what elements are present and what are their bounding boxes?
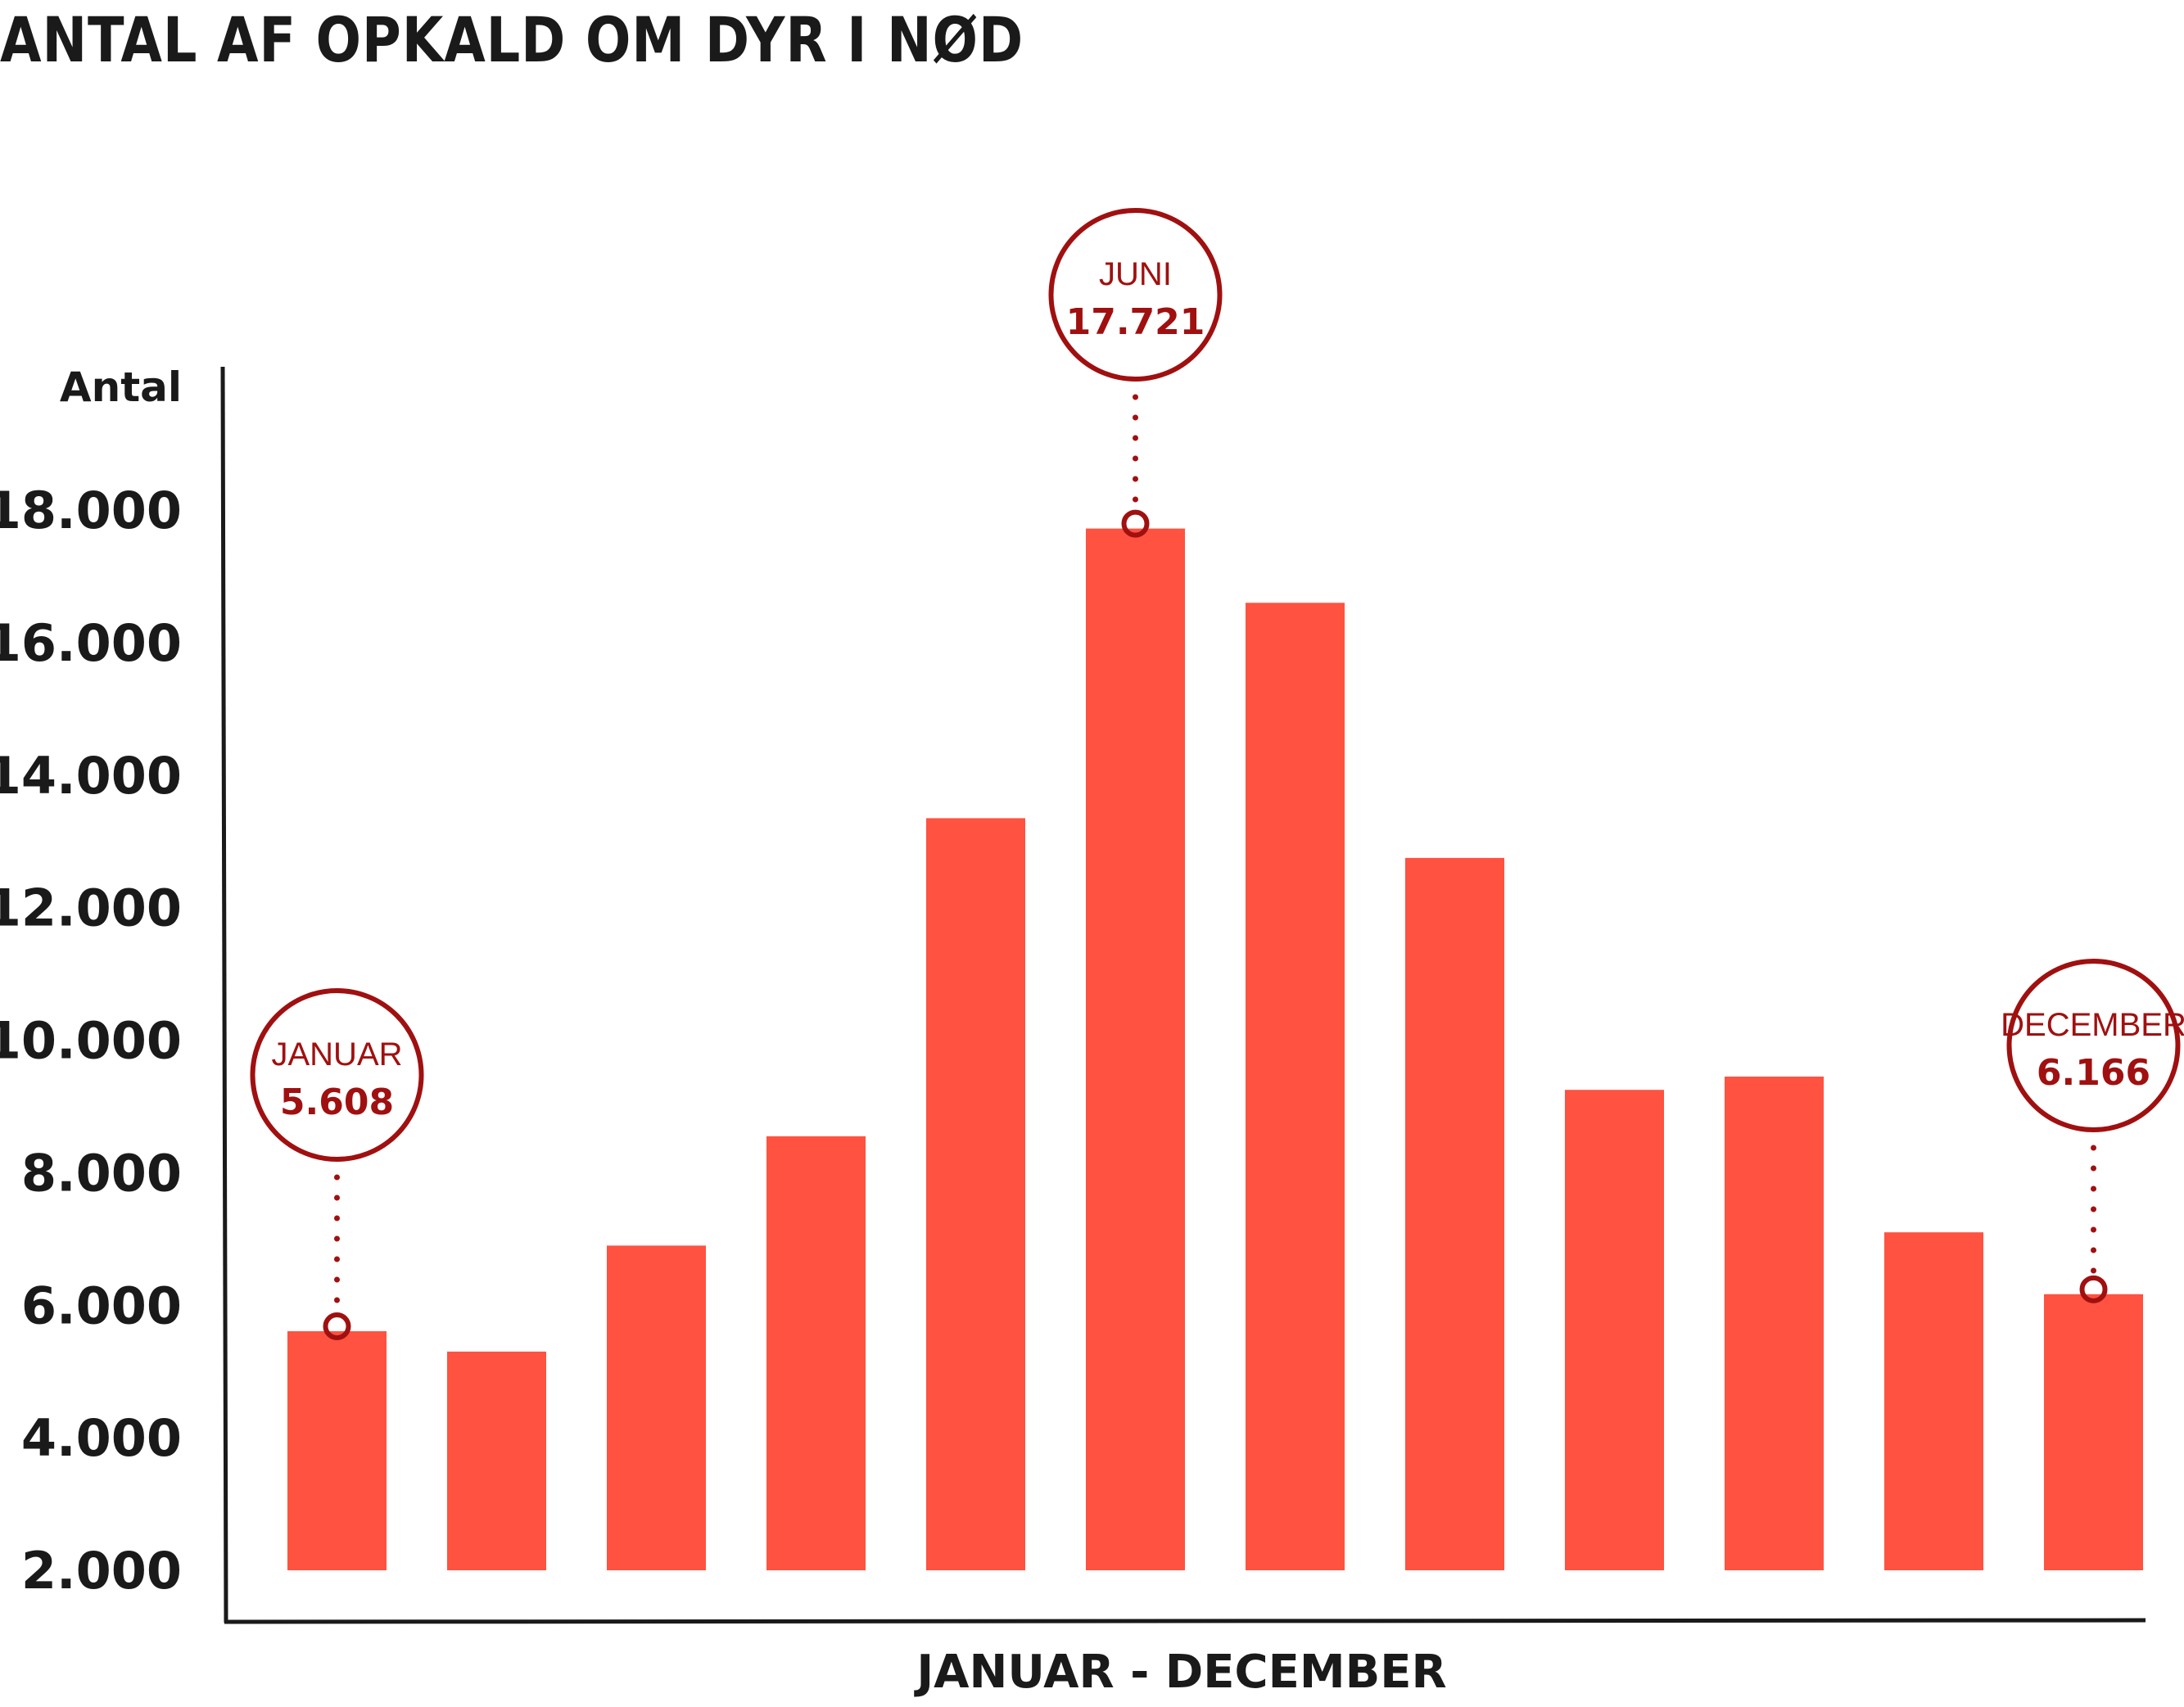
bar-juli bbox=[1246, 603, 1345, 1570]
y-tick-label: 2.000 bbox=[21, 1541, 182, 1601]
x-axis-label: JANUAR - DECEMBER bbox=[913, 1646, 1446, 1699]
bar-oktober bbox=[1725, 1077, 1824, 1570]
y-axis-line bbox=[220, 366, 228, 1623]
bar-januar bbox=[287, 1331, 387, 1570]
y-tick-label: 10.000 bbox=[0, 1011, 182, 1071]
callout-januar-month-label: JANUAR bbox=[271, 1036, 402, 1073]
bars-group bbox=[287, 528, 2143, 1570]
callout-december-month-label: DECEMBER bbox=[2001, 1007, 2184, 1043]
callout-december-marker bbox=[2079, 1275, 2108, 1303]
callout-juni-bubble bbox=[1048, 208, 1223, 382]
bar-februar bbox=[447, 1351, 546, 1570]
callout-juni-value-label: 17.721 bbox=[1066, 301, 1205, 343]
y-tick-labels: 18.000 16.000 14.000 12.000 10.000 8.000 6.000… bbox=[0, 481, 182, 1601]
x-axis-line bbox=[224, 1618, 2146, 1624]
callout-januar-marker bbox=[323, 1312, 351, 1340]
bar-juni bbox=[1086, 528, 1185, 1570]
bar-april bbox=[766, 1136, 866, 1570]
callout-juni-month-label: JUNI bbox=[1099, 256, 1172, 292]
bar-maj bbox=[926, 818, 1025, 1570]
callout-december-bubble bbox=[2006, 959, 2181, 1132]
callout-juni-marker bbox=[1121, 509, 1150, 538]
bar-november bbox=[1884, 1232, 1983, 1570]
callout-januar-value-label: 5.608 bbox=[280, 1082, 394, 1123]
y-axis-label: Antal bbox=[60, 364, 182, 411]
chart-title: ANTAL AF OPKALD OM DYR I NØD bbox=[0, 3, 1024, 76]
y-tick-label: 6.000 bbox=[21, 1276, 182, 1335]
bar-december bbox=[2044, 1294, 2143, 1570]
bar-august bbox=[1405, 857, 1504, 1570]
y-tick-label: 16.000 bbox=[0, 613, 182, 673]
callouts-group: JANUAR 5.608 JUNI 17.721 DECEMBER 6.166 bbox=[250, 208, 2184, 1340]
y-tick-label: 4.000 bbox=[21, 1408, 182, 1468]
callout-januar-bubble bbox=[250, 988, 424, 1162]
y-tick-label: 8.000 bbox=[21, 1143, 182, 1203]
y-tick-label: 18.000 bbox=[0, 481, 182, 540]
bar-september bbox=[1565, 1090, 1664, 1570]
bar-marts bbox=[607, 1245, 706, 1570]
callout-december-value-label: 6.166 bbox=[2037, 1052, 2150, 1094]
y-tick-label: 14.000 bbox=[0, 746, 182, 806]
y-tick-label: 12.000 bbox=[0, 878, 182, 938]
